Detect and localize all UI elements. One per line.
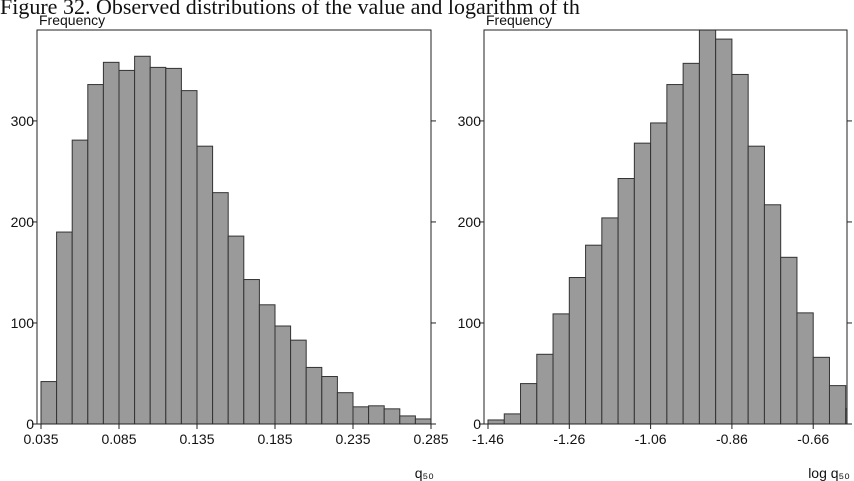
bar: [715, 38, 733, 425]
bar: [796, 312, 814, 425]
y-tick-label: 300: [11, 113, 35, 129]
bar: [165, 67, 182, 425]
bar: [414, 418, 432, 425]
bar: [828, 385, 847, 425]
bar: [698, 29, 717, 425]
bar: [780, 256, 798, 425]
bar: [336, 392, 354, 425]
x-tick-label: 0.035: [23, 431, 58, 447]
bar: [40, 381, 58, 425]
bar: [682, 62, 700, 425]
y-tick-label: 100: [458, 315, 482, 331]
bar: [227, 235, 245, 425]
y-tick-label: 0: [473, 416, 481, 432]
bar: [763, 204, 782, 425]
bar: [243, 279, 260, 425]
bar: [536, 353, 554, 425]
bar: [666, 84, 684, 425]
plot-frame: [36, 29, 432, 425]
bar: [812, 356, 830, 425]
bar: [118, 69, 136, 425]
bar: [650, 122, 668, 425]
bar: [552, 313, 570, 425]
x-tick-label: 0.235: [335, 431, 370, 447]
x-tick-label: -0.86: [716, 431, 748, 447]
x-tick-label: -1.26: [553, 431, 585, 447]
bar: [399, 415, 416, 425]
bar: [601, 217, 619, 425]
x-tick-label: 0.285: [413, 431, 448, 447]
bar: [149, 66, 167, 425]
bar: [633, 142, 652, 425]
x-tick-label: -1.06: [635, 431, 667, 447]
bar: [290, 339, 307, 425]
bar: [258, 304, 276, 425]
bar: [383, 408, 401, 425]
bar: [731, 73, 749, 425]
bar: [503, 413, 522, 425]
y-tick-label: 200: [11, 214, 35, 230]
bar: [568, 277, 587, 425]
bar: [180, 90, 198, 425]
bar: [368, 405, 385, 425]
bar: [87, 84, 104, 425]
y-tick-label: 0: [26, 416, 34, 432]
y-tick-label: 100: [11, 315, 35, 331]
y-axis-label: Frequency: [39, 12, 105, 28]
x-tick-label: 0.085: [101, 431, 136, 447]
x-tick-label: -1.46: [472, 431, 504, 447]
bar: [134, 55, 151, 425]
bar: [56, 231, 73, 425]
bar: [102, 61, 120, 425]
bar: [274, 325, 292, 425]
figure-title: Figure 32. Observed distributions of the…: [0, 0, 580, 19]
bar: [487, 419, 505, 425]
y-tick-label: 200: [458, 214, 482, 230]
bar: [747, 145, 765, 425]
bar: [520, 383, 538, 425]
bar: [321, 376, 338, 425]
y-tick-label: 300: [458, 113, 482, 129]
x-tick-label: -0.66: [797, 431, 829, 447]
bar: [585, 244, 603, 425]
x-tick-label: 0.135: [179, 431, 214, 447]
x-axis-label: log q₅₀: [808, 465, 850, 481]
x-axis-label: q₅₀: [415, 465, 434, 481]
bar: [352, 406, 370, 425]
bar: [71, 139, 89, 425]
bar: [196, 145, 214, 425]
bar: [617, 178, 635, 425]
bar: [212, 192, 229, 425]
bar: [305, 366, 323, 425]
x-tick-label: 0.185: [257, 431, 292, 447]
plot-frame: [483, 29, 848, 425]
y-axis-label: Frequency: [486, 12, 552, 28]
